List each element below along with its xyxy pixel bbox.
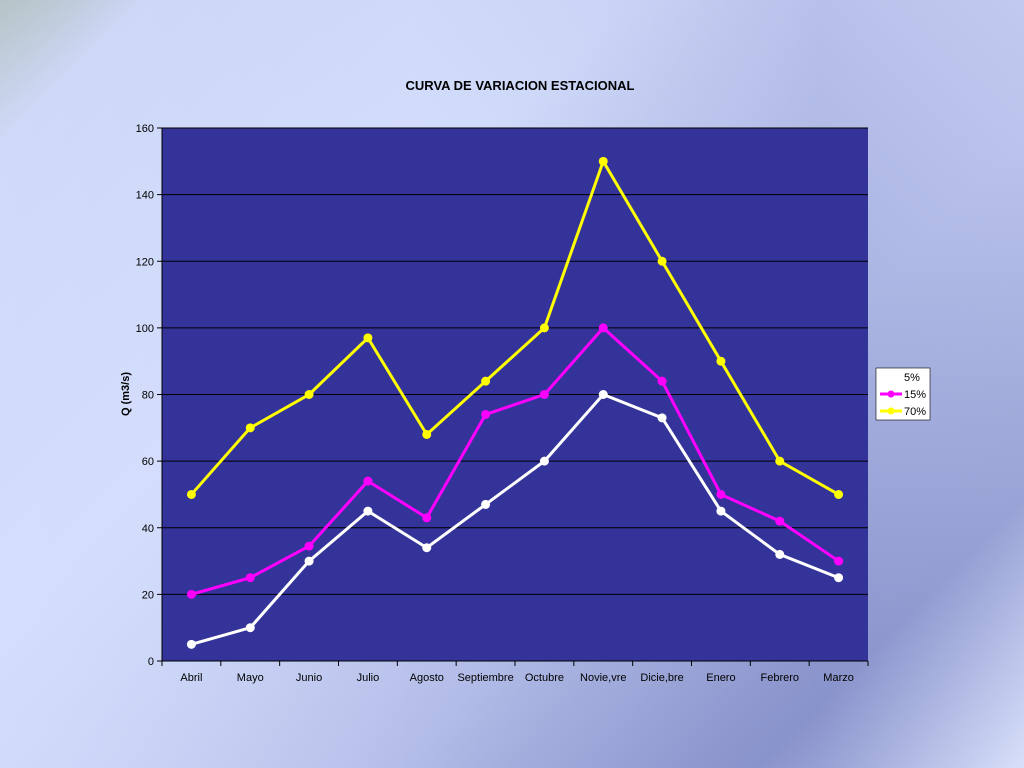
data-point [186, 589, 196, 599]
data-point [598, 156, 608, 166]
data-point [304, 390, 314, 399]
legend-swatch-marker [887, 373, 895, 381]
data-point [834, 573, 844, 583]
data-point [657, 256, 667, 266]
y-tick-label: 100 [136, 323, 154, 335]
y-tick-label: 40 [142, 523, 154, 535]
y-tick-label: 20 [142, 589, 154, 601]
chart-title: CURVA DE VARIACION ESTACIONAL [406, 78, 635, 93]
data-point [598, 323, 608, 333]
y-tick-label: 60 [142, 456, 154, 468]
series-5% [186, 390, 844, 649]
y-tick-label: 0 [148, 656, 154, 668]
data-point [657, 376, 667, 386]
y-tick-label: 120 [136, 256, 154, 268]
data-point [834, 556, 844, 566]
legend-item: 15% [880, 389, 926, 401]
data-point [363, 476, 373, 486]
axes: 0 20 40 60 80 100 120 140 160 Abril Mayo Junio Julio… [136, 123, 869, 684]
data-point [539, 456, 549, 466]
y-tick-label: 80 [142, 390, 154, 402]
x-tick-label: Octubre [525, 672, 564, 684]
data-point [775, 456, 785, 466]
data-point [186, 639, 196, 649]
series-70% [186, 156, 844, 499]
series-line [191, 325, 840, 596]
data-point [422, 543, 432, 553]
data-point [245, 423, 255, 433]
data-point [481, 499, 491, 509]
y-tick-label: 140 [136, 190, 154, 202]
x-tick-label: Enero [706, 672, 735, 684]
legend-item: 5% [880, 372, 920, 384]
data-point [363, 506, 373, 516]
gridlines [162, 127, 868, 595]
data-point [834, 489, 844, 499]
legend-swatch-marker [887, 407, 895, 415]
data-point [304, 541, 314, 551]
data-point [422, 513, 432, 523]
data-point [245, 623, 255, 633]
data-point [775, 516, 785, 526]
series-line [191, 392, 840, 646]
data-point [716, 489, 726, 499]
x-tick-label: Junio [296, 672, 322, 684]
data-point [186, 489, 196, 499]
y-tick-label: 160 [136, 123, 154, 135]
legend-label: 70% [904, 406, 926, 418]
legend: 5% 15% 70% [875, 367, 931, 421]
data-point [539, 390, 549, 399]
series-lines [186, 156, 844, 649]
data-point [657, 413, 667, 423]
x-tick-label: Septiembre [457, 672, 513, 684]
legend-item: 70% [880, 406, 926, 418]
y-axis-title: Q (m3/s) [120, 372, 132, 416]
series-15% [186, 323, 844, 599]
data-point [481, 376, 491, 386]
series-line [190, 157, 840, 496]
data-point [481, 409, 491, 419]
data-point [245, 573, 255, 583]
x-tick-label: Febrero [760, 672, 799, 684]
data-point [598, 390, 608, 399]
legend-label: 15% [904, 389, 926, 401]
data-point [422, 429, 432, 439]
data-point [304, 556, 314, 566]
legend-label: 5% [904, 372, 920, 384]
x-tick-label: Marzo [823, 672, 854, 684]
x-tick-label: Dicie,bre [640, 672, 683, 684]
x-tick-label: Julio [357, 672, 380, 684]
x-tick-label: Mayo [237, 672, 264, 684]
x-tick-label: Novie,vre [580, 672, 626, 684]
data-point [363, 333, 373, 343]
legend-swatch-marker [887, 390, 895, 398]
x-tick-label: Agosto [410, 672, 444, 684]
x-tick-label: Abril [180, 672, 202, 684]
data-point [775, 549, 785, 559]
data-point [539, 323, 549, 333]
data-point [716, 356, 726, 366]
data-point [716, 506, 726, 516]
